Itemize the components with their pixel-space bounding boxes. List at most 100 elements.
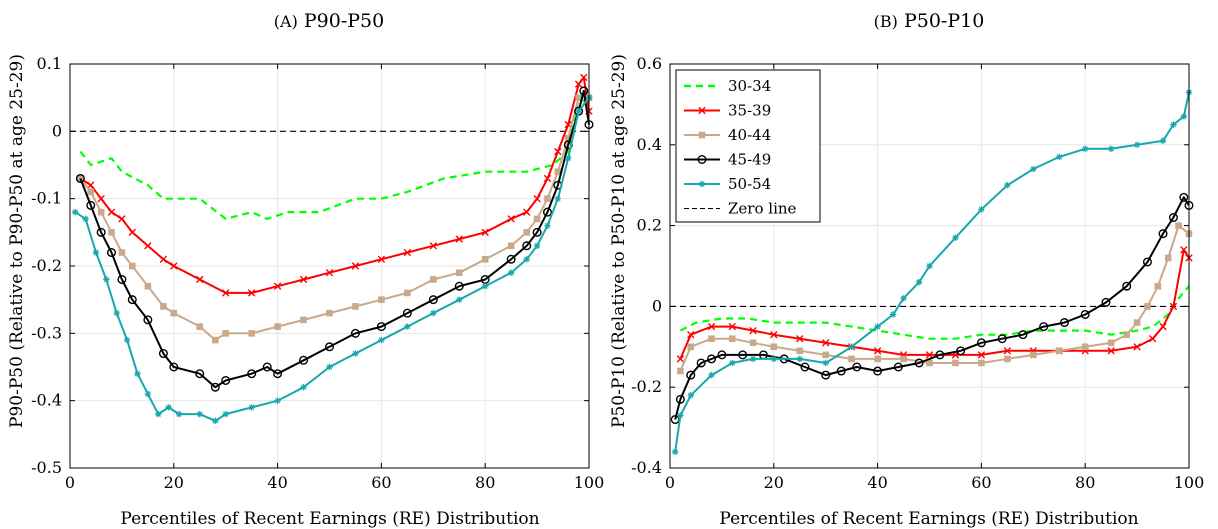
- panel-b-series-45-49-point-9-marker: [800, 362, 810, 372]
- panel-b-series-45-49-point-6-marker: [738, 350, 748, 360]
- panel-b-series-50-54-point-16-marker: [978, 206, 985, 213]
- panel-b-series-35-39-point-13-marker: [977, 351, 986, 359]
- panel-b-series-50-54-point-18-marker: [1030, 165, 1037, 173]
- panel-b-y-tick-label: -0.4: [631, 458, 662, 477]
- panel-b-series-45-49-point-10-marker: [821, 370, 831, 380]
- panel-b-series-40-44-point-3-marker: [728, 335, 736, 343]
- panel-b-series-50-54-point-4-marker: [729, 359, 736, 367]
- panel-b-series-50-54-point-24-marker: [1170, 121, 1177, 128]
- panel-a-series-45-49-point-0-marker: [75, 173, 85, 183]
- panel-a-series-45-49-point-12-marker: [247, 369, 257, 379]
- panel-a-series-35-39-point-23-marker: [533, 194, 541, 203]
- panel-b-title: (B) P50-P10: [874, 10, 985, 32]
- panel-a-series-50-54-point-15-marker: [274, 397, 281, 404]
- panel-a-series-50-54-point-25-marker: [523, 256, 530, 263]
- panel-b-series-35-39-point-9-marker: [873, 347, 882, 355]
- panel-a-series-layer: [71, 73, 594, 425]
- panel-b-x-tick-label: 0: [665, 473, 675, 492]
- panel-a-series-50-54-point-20-marker: [404, 323, 411, 330]
- panel-b-ticks: 0 20 40 60 80 100 -0.4 -0.2 0 0.2 0.4 0.6: [631, 54, 1204, 492]
- panel-a-series-50-54-point-19-marker: [378, 336, 385, 344]
- panel-a-series-40-44-point-25-marker: [544, 195, 551, 202]
- panel-b-series-40-44-point-8-marker: [848, 355, 855, 363]
- panel-b-series-30-34: [679, 285, 1190, 340]
- panel-a-series-50-54-point-24-marker: [507, 269, 515, 276]
- panel-a-y-tick-label: -0.3: [31, 323, 62, 342]
- panel-a-series-50-54-point-7-marker: [144, 390, 152, 398]
- panel-a-series-40-44-point-19-marker: [430, 276, 437, 283]
- legend-label: Zero line: [728, 200, 797, 218]
- panel-a-series-45-49-point-8-marker: [169, 362, 179, 372]
- panel-b-series-50-54-point-0-marker: [671, 448, 679, 456]
- panel-b-series-40-44-point-20-marker: [1133, 319, 1141, 326]
- panel-a-series-45-49-point-9-marker: [195, 369, 205, 379]
- legend-entry-Zero-line: Zero line: [684, 200, 797, 218]
- panel-a-series-35-39-point-16-marker: [377, 255, 386, 263]
- panel-a-series-45-49-point-14-marker: [273, 369, 283, 379]
- panel-b-series-40-44-point-18-marker: [1107, 339, 1115, 347]
- panel-b-y-tick-label: 0.2: [637, 216, 662, 235]
- panel-a-x-tick-label: 40: [267, 473, 287, 492]
- panel-a-y-tick-label: 0.1: [37, 54, 62, 73]
- panel-a-series-45-49-point-24-marker: [522, 241, 532, 251]
- panel-b-series-45-49-point-2-marker: [686, 370, 696, 380]
- panel-b-series-40-44-point-21-marker: [1144, 303, 1151, 310]
- panel-b-x-tick-label: 40: [867, 473, 887, 492]
- panel-b-series-40-44: [677, 222, 1193, 375]
- panel-a-y-tick-label: -0.2: [31, 256, 62, 275]
- panel-a-y-tick-label: -0.5: [31, 458, 62, 477]
- panel-a-series-40-44-point-2-marker: [97, 208, 105, 216]
- panel-a-y-tick-label: -0.1: [31, 189, 62, 208]
- panel-b-series-40-44-point-16-marker: [1055, 347, 1063, 355]
- panel-a-series-35-39-point-3-marker: [107, 208, 116, 216]
- panel-b-series-50-54-point-15-marker: [952, 234, 959, 241]
- panel-b-series-45-49-point-21-marker: [1039, 322, 1049, 332]
- panel-a-title-main: P90-P50: [304, 10, 384, 32]
- panel-b-series-50-54-point-6-marker: [770, 355, 777, 363]
- panel-b-series-50-54-point-22-marker: [1133, 141, 1141, 148]
- panel-a-series-40-44-point-0-marker: [77, 175, 84, 182]
- panel-a-series-45-49-point-23-marker: [506, 254, 516, 264]
- panel-b-series-50-54-point-2-marker: [687, 392, 694, 399]
- panel-a-series-50-54-point-26-marker: [533, 242, 541, 249]
- panel-b-series-50-54-point-12-marker: [900, 295, 907, 302]
- panel-b-series-45-49-point-15-marker: [914, 358, 924, 368]
- panel-a-series-50-54-point-21-marker: [430, 309, 437, 317]
- panel-a-series-50-54-point-2-marker: [92, 249, 100, 256]
- panel-b-series-40-44-point-4-marker: [749, 339, 757, 347]
- legend-box: [675, 69, 821, 223]
- panel-b-series-layer: [670, 89, 1194, 456]
- panel-a-series-35-39-line: [79, 76, 590, 294]
- panel-b-series-40-44-point-11-marker: [926, 359, 933, 367]
- panel-b-y-tick-label: 0: [652, 296, 662, 315]
- panel-a-series-50-54-point-16-marker: [300, 384, 307, 391]
- panel-a-series-35-39-point-9-marker: [196, 275, 204, 284]
- panel-b-series-45-49-point-12-marker: [852, 362, 862, 372]
- panel-b-series-35-39-point-22-marker: [1169, 302, 1178, 311]
- panel-a-series-35-39-point-7-marker: [159, 255, 168, 263]
- panel-a-series-45-49-point-6-marker: [143, 315, 153, 325]
- panel-b-series-40-44-point-7-marker: [822, 351, 830, 359]
- panel-b-series-50-54-point-13-marker: [915, 278, 923, 286]
- panel-a-series-30-34: [79, 96, 590, 220]
- panel-b-series-45-49-point-16-marker: [935, 350, 945, 360]
- panel-a-series-35-39-point-2-marker: [97, 194, 105, 203]
- panel-a-series-35-39-point-17-marker: [403, 248, 412, 257]
- panel-b-title-prefix: (B): [874, 12, 898, 31]
- panel-a-series-50-54-point-27-marker: [544, 222, 551, 229]
- panel-b-series-45-49-line: [674, 196, 1190, 420]
- panel-b-series-35-39-point-19-marker: [1133, 343, 1141, 351]
- panel-b-series-40-44-point-9-marker: [874, 355, 881, 363]
- panel-a-grid: [69, 63, 590, 469]
- panel-b-series-45-49-point-11-marker: [836, 366, 846, 376]
- legend-entry-40-44: 40-44: [684, 126, 771, 144]
- panel-b-series-50-54-point-25-marker: [1180, 113, 1188, 120]
- panel-a-series-50-54-point-5-marker: [123, 336, 131, 344]
- panel-b-series-35-39-point-1-marker: [687, 330, 695, 339]
- panel-a-series-45-49-point-4-marker: [117, 274, 127, 284]
- panel-a-series-40-44-point-1-marker: [87, 188, 95, 196]
- panel-a-series-40-44-point-10-marker: [212, 336, 219, 344]
- panel-a-series-35-39-point-6-marker: [144, 242, 152, 250]
- panel-a: (A) P90-P50 0 20 40 60 80 100 -0.5 -0.4 -0.3 -0.2…: [7, 10, 604, 529]
- panel-a-series-30-34-line: [79, 96, 590, 220]
